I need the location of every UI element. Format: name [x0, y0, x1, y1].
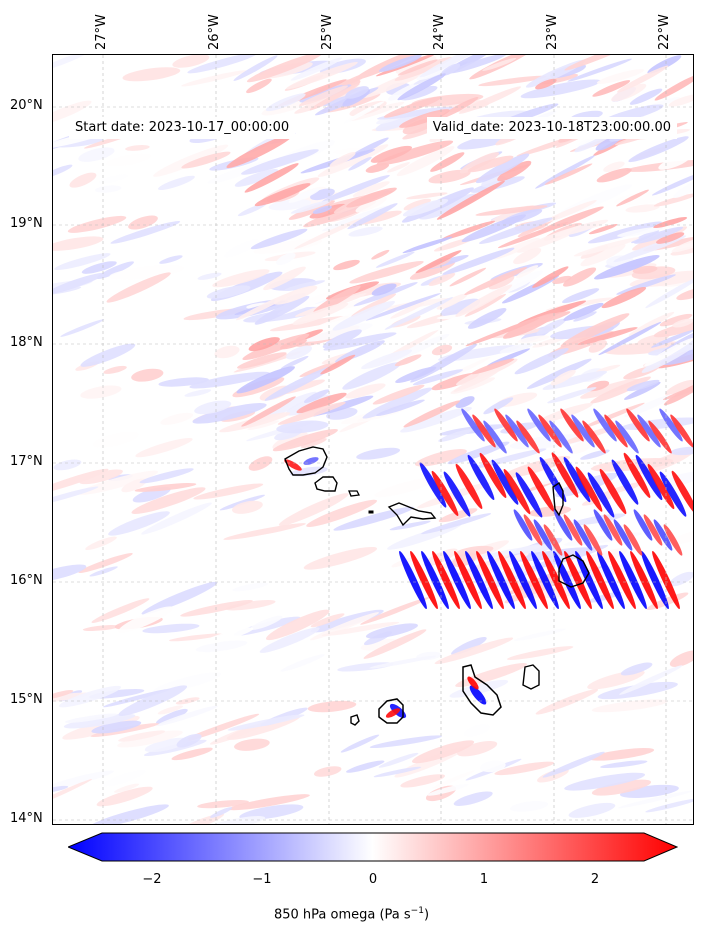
colorbar-tick-label: 2 — [590, 872, 600, 887]
colorbar-label: 850 hPa omega (Pa s−1) — [273, 906, 430, 923]
lon-label: 22°W — [657, 14, 672, 50]
island-sao-nicolau — [387, 502, 437, 527]
lon-label: 24°W — [432, 14, 447, 50]
colorbar — [68, 832, 678, 862]
island-sal — [552, 481, 564, 517]
island-boa-vista — [558, 554, 590, 588]
lon-label: 26°W — [207, 14, 222, 50]
lat-label: 18°N — [10, 335, 43, 350]
lat-label: 14°N — [10, 811, 43, 826]
lon-label: 23°W — [545, 14, 560, 50]
island-santiago — [462, 664, 502, 716]
island-brava — [350, 714, 360, 726]
island-sao-vicente — [314, 476, 338, 492]
island-fogo — [378, 698, 404, 724]
island-santa-luzia — [348, 490, 360, 497]
colorbar-tick-label: 0 — [368, 872, 378, 887]
colorbar-tick-label: −1 — [252, 872, 272, 887]
coastlines — [284, 446, 590, 726]
lat-label: 15°N — [10, 692, 43, 707]
colorbar-tick-label: −2 — [142, 872, 162, 887]
omega-field-map — [53, 55, 693, 824]
colorbar-tick-label: 1 — [479, 872, 489, 887]
lat-label: 17°N — [10, 454, 43, 469]
omega-contour-field — [53, 55, 693, 824]
lat-label: 16°N — [10, 573, 43, 588]
valid-date-label: Valid_date: 2023-10-18T23:00:00.00 — [426, 117, 677, 139]
start-date-label: Start date: 2023-10-17_00:00:00 — [69, 117, 296, 139]
island-maio — [522, 664, 540, 690]
lat-label: 19°N — [10, 216, 43, 231]
lon-label: 27°W — [94, 14, 109, 50]
lon-label: 25°W — [320, 14, 335, 50]
island-santo-antao — [284, 446, 328, 476]
map-plot-area: Start date: 2023-10-17_00:00:00 Valid_da… — [52, 54, 694, 825]
islet — [368, 510, 374, 514]
lat-label: 20°N — [10, 98, 43, 113]
graticule — [53, 55, 693, 824]
